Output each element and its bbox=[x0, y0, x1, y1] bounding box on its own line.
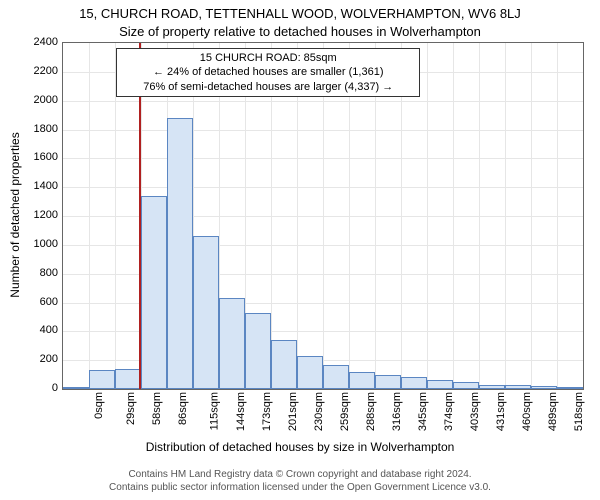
x-tick-label: 86sqm bbox=[177, 392, 189, 425]
annotation-line2: ← 24% of detached houses are smaller (1,… bbox=[123, 65, 413, 79]
chart-title-line1: 15, CHURCH ROAD, TETTENHALL WOOD, WOLVER… bbox=[0, 6, 600, 21]
histogram-bar bbox=[271, 340, 297, 389]
histogram-bar bbox=[505, 385, 531, 389]
histogram-bar bbox=[115, 369, 140, 389]
y-tick-label: 0 bbox=[6, 382, 58, 394]
histogram-bar bbox=[375, 375, 401, 389]
x-tick-label: 230sqm bbox=[313, 392, 325, 431]
y-tick-label: 400 bbox=[6, 324, 58, 336]
chart-container: 15, CHURCH ROAD, TETTENHALL WOOD, WOLVER… bbox=[0, 0, 600, 500]
annotation-box: 15 CHURCH ROAD: 85sqm← 24% of detached h… bbox=[116, 48, 420, 97]
histogram-bar bbox=[167, 118, 193, 389]
y-tick-label: 800 bbox=[6, 267, 58, 279]
x-tick-label: 345sqm bbox=[417, 392, 429, 431]
histogram-bar bbox=[479, 385, 505, 389]
x-tick-label: 0sqm bbox=[93, 392, 105, 419]
histogram-bar bbox=[141, 196, 167, 389]
histogram-bar bbox=[401, 377, 427, 389]
histogram-bar bbox=[453, 382, 479, 389]
y-tick-label: 1600 bbox=[6, 151, 58, 163]
x-tick-label: 115sqm bbox=[208, 392, 220, 430]
histogram-bar bbox=[245, 313, 271, 389]
x-tick-label: 288sqm bbox=[366, 392, 378, 431]
y-tick-label: 1800 bbox=[6, 123, 58, 135]
chart-title-line2: Size of property relative to detached ho… bbox=[0, 24, 600, 39]
x-tick-label: 431sqm bbox=[495, 392, 507, 431]
histogram-bar bbox=[63, 387, 89, 389]
x-tick-label: 259sqm bbox=[339, 392, 351, 431]
histogram-bar bbox=[531, 386, 556, 389]
x-tick-label: 403sqm bbox=[470, 392, 482, 431]
x-tick-label: 29sqm bbox=[125, 392, 137, 425]
y-tick-label: 1200 bbox=[6, 209, 58, 221]
y-tick-label: 600 bbox=[6, 296, 58, 308]
x-tick-label: 201sqm bbox=[287, 392, 299, 431]
histogram-bar bbox=[323, 365, 348, 390]
x-tick-label: 374sqm bbox=[443, 392, 455, 431]
x-tick-label: 316sqm bbox=[391, 392, 403, 431]
y-tick-label: 1400 bbox=[6, 180, 58, 192]
histogram-bar bbox=[297, 356, 323, 389]
footer-attribution: Contains HM Land Registry data © Crown c… bbox=[0, 469, 600, 494]
histogram-bar bbox=[557, 387, 583, 389]
x-tick-label: 173sqm bbox=[262, 392, 274, 431]
y-tick-label: 2200 bbox=[6, 65, 58, 77]
annotation-line3: 76% of semi-detached houses are larger (… bbox=[123, 80, 413, 94]
footer-line1: Contains HM Land Registry data © Crown c… bbox=[0, 469, 600, 482]
x-tick-label: 518sqm bbox=[574, 392, 586, 431]
histogram-bar bbox=[89, 370, 115, 389]
x-tick-label: 144sqm bbox=[235, 392, 247, 431]
y-tick-label: 2000 bbox=[6, 94, 58, 106]
histogram-bar bbox=[193, 236, 219, 389]
y-tick-label: 200 bbox=[6, 353, 58, 365]
y-tick-label: 2400 bbox=[6, 36, 58, 48]
histogram-bar bbox=[427, 380, 452, 389]
histogram-bar bbox=[219, 298, 244, 389]
x-tick-label: 58sqm bbox=[151, 392, 163, 425]
histogram-bar bbox=[349, 372, 375, 389]
annotation-line1: 15 CHURCH ROAD: 85sqm bbox=[123, 51, 413, 65]
x-tick-label: 460sqm bbox=[521, 392, 533, 431]
y-tick-label: 1000 bbox=[6, 238, 58, 250]
x-axis-label: Distribution of detached houses by size … bbox=[0, 440, 600, 454]
footer-line2: Contains public sector information licen… bbox=[0, 482, 600, 495]
x-tick-label: 489sqm bbox=[547, 392, 559, 431]
